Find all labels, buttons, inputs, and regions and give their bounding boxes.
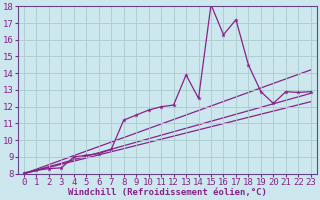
X-axis label: Windchill (Refroidissement éolien,°C): Windchill (Refroidissement éolien,°C) [68, 188, 267, 197]
